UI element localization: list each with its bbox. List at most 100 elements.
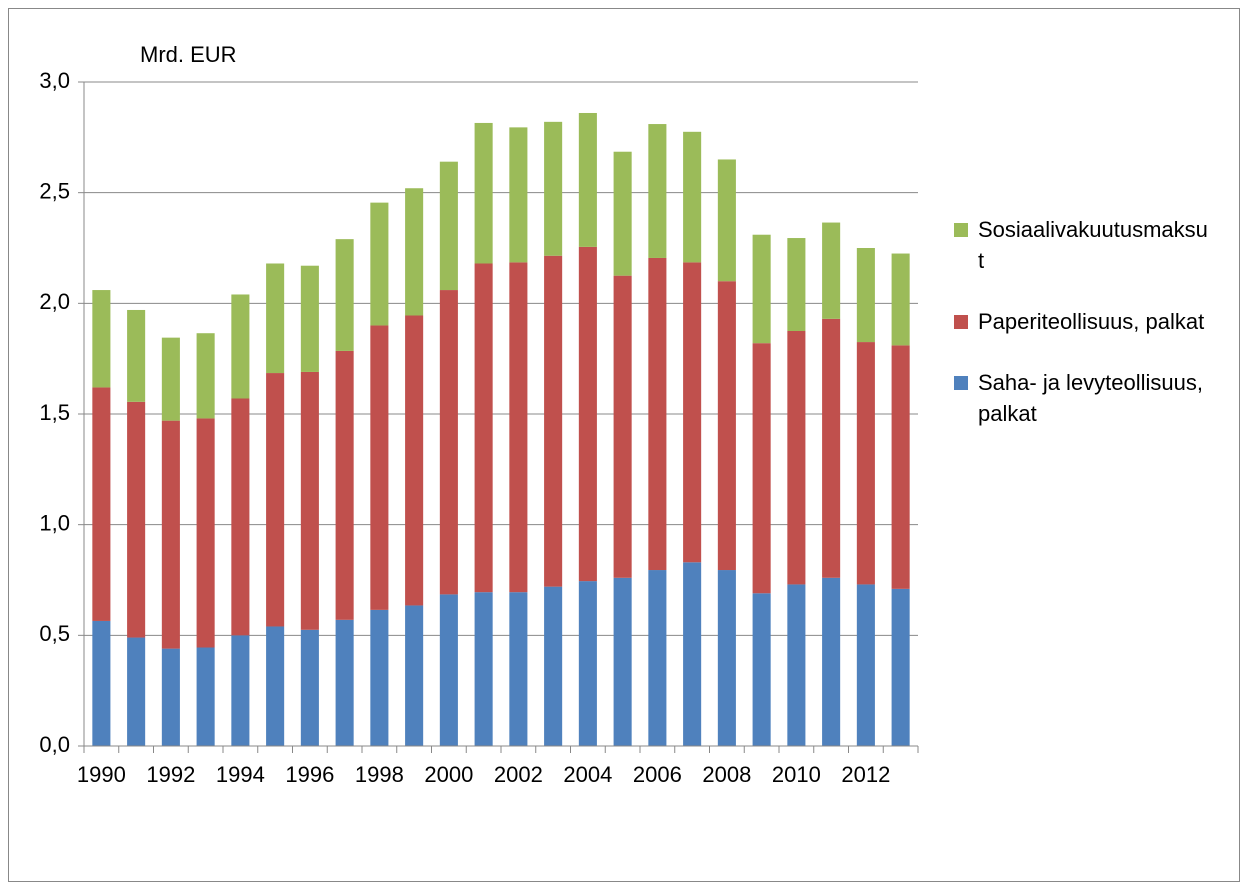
bar-segment (787, 238, 806, 331)
x-tick-label: 2006 (633, 762, 682, 787)
bar-segment (683, 131, 702, 263)
y-tick-label: 1,5 (39, 400, 70, 425)
bar-segment (683, 562, 702, 746)
bar-segment (196, 418, 215, 648)
bar-segment (544, 121, 563, 256)
bar-segment (683, 262, 702, 563)
bar-segment (717, 159, 736, 282)
x-tick-label: 1994 (216, 762, 265, 787)
bar-segment (648, 570, 667, 746)
legend-item: Paperiteollisuus, palkat (950, 306, 1208, 337)
bar-segment (648, 124, 667, 258)
bar-segment (405, 315, 424, 606)
bar-segment (509, 592, 528, 746)
bar-segment (752, 343, 771, 594)
legend-label: Sosiaalivakuutusmaksut (978, 217, 1208, 273)
bar-segment (752, 234, 771, 344)
x-tick-label: 2012 (841, 762, 890, 787)
y-tick-label: 3,0 (39, 68, 70, 93)
bar-segment (127, 309, 146, 402)
bar-segment (509, 262, 528, 593)
bar-segment (231, 294, 250, 399)
bar-segment (787, 331, 806, 585)
bar-segment (822, 318, 841, 578)
bar-segment (856, 584, 875, 746)
legend-label: Paperiteollisuus, palkat (978, 309, 1205, 334)
bar-segment (717, 281, 736, 571)
bar-segment (578, 581, 597, 746)
legend-label: Saha- ja levyteollisuus, palkat (978, 370, 1204, 426)
bar-segment (127, 401, 146, 638)
bar-segment (891, 253, 910, 346)
x-tick-label: 1996 (285, 762, 334, 787)
x-tick-label: 2008 (702, 762, 751, 787)
x-tick-label: 1990 (77, 762, 126, 787)
y-tick-label: 0,5 (39, 621, 70, 646)
bar-segment (127, 637, 146, 746)
bar-segment (822, 577, 841, 746)
x-tick-label: 2002 (494, 762, 543, 787)
legend-swatch (954, 315, 968, 329)
bar-segment (161, 648, 180, 746)
legend-item: Saha- ja levyteollisuus, palkat (950, 367, 1208, 429)
y-tick-label: 0,0 (39, 732, 70, 757)
bar-segment (405, 188, 424, 316)
bar-segment (717, 570, 736, 746)
bar-segment (474, 592, 493, 746)
bar-segment (891, 345, 910, 589)
bar-segment (92, 620, 111, 746)
bar-segment (231, 398, 250, 636)
bar-segment (439, 161, 458, 291)
bar-segment (752, 593, 771, 746)
bar-segment (161, 337, 180, 421)
x-tick-label: 2000 (424, 762, 473, 787)
bar-segment (613, 151, 632, 276)
bar-segment (335, 239, 354, 351)
bar-segment (613, 275, 632, 578)
bar-segment (439, 594, 458, 746)
bar-segment (266, 626, 285, 746)
legend-item: Sosiaalivakuutusmaksut (950, 214, 1208, 276)
x-tick-label: 1998 (355, 762, 404, 787)
y-tick-label: 2,0 (39, 289, 70, 314)
bar-segment (509, 127, 528, 263)
bar-segment (613, 577, 632, 746)
bar-segment (856, 342, 875, 585)
bar-segment (891, 588, 910, 746)
legend: Sosiaalivakuutusmaksut Paperiteollisuus, … (950, 214, 1220, 459)
chart-border (8, 8, 1240, 882)
bar-segment (266, 263, 285, 374)
bar-segment (856, 248, 875, 343)
bar-segment (787, 584, 806, 746)
bar-segment (544, 586, 563, 746)
x-tick-label: 2010 (772, 762, 821, 787)
bar-segment (196, 647, 215, 746)
bar-segment (335, 350, 354, 620)
bar-segment (92, 387, 111, 621)
bar-segment (370, 202, 389, 326)
bar-segment (92, 290, 111, 388)
y-axis-label: Mrd. EUR (140, 42, 237, 67)
bar-segment (300, 371, 319, 630)
bar-segment (822, 222, 841, 319)
x-tick-label: 2004 (563, 762, 612, 787)
y-tick-label: 1,0 (39, 510, 70, 535)
y-tick-label: 2,5 (39, 178, 70, 203)
x-tick-label: 1992 (146, 762, 195, 787)
bar-segment (474, 263, 493, 593)
bar-segment (474, 122, 493, 264)
bar-segment (370, 609, 389, 746)
bar-segment (300, 265, 319, 372)
bar-segment (578, 246, 597, 582)
bar-segment (196, 333, 215, 419)
bar-segment (266, 373, 285, 627)
bar-segment (544, 255, 563, 587)
bar-segment (370, 325, 389, 610)
bar-segment (161, 420, 180, 649)
bar-segment (231, 635, 250, 746)
legend-swatch (954, 376, 968, 390)
bar-segment (405, 605, 424, 746)
bar-segment (335, 619, 354, 746)
